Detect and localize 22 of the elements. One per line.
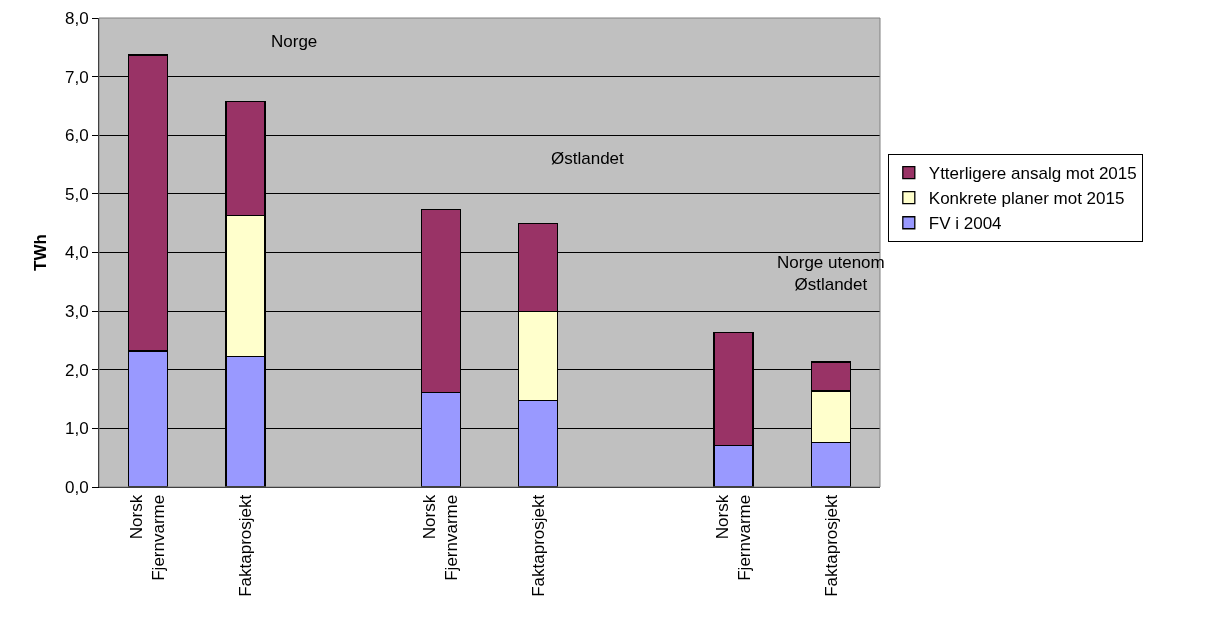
annotation: Norge utenom Østlandet xyxy=(777,253,885,295)
y-tick-label: 6,0 xyxy=(64,126,89,146)
annotation: Norge xyxy=(271,32,318,51)
x-tick-label: Faktaprosjekt xyxy=(235,494,255,597)
x-tick-label: Faktaprosjekt xyxy=(821,494,841,597)
x-tick-label: Norsk Fjernvarme xyxy=(420,494,462,581)
legend-label: Ytterligere ansalg mot 2015 xyxy=(928,164,1137,184)
annotation: Østlandet xyxy=(551,149,625,168)
y-tick-label: 8,0 xyxy=(64,8,89,28)
legend-label: Konkrete planer mot 2015 xyxy=(928,189,1125,209)
x-tick-label: Norsk Fjernvarme xyxy=(713,494,755,581)
y-tick-label: 5,0 xyxy=(64,184,89,204)
legend-label: FV i 2004 xyxy=(928,214,1002,234)
y-tick-label: 2,0 xyxy=(64,360,89,380)
y-tick-label: 3,0 xyxy=(64,302,89,322)
y-tick-label: 1,0 xyxy=(64,419,89,439)
x-tick-label: Faktaprosjekt xyxy=(528,494,548,597)
y-tick-label: 0,0 xyxy=(64,477,89,497)
y-tick-label: 4,0 xyxy=(64,243,89,263)
y-axis-title: TWh xyxy=(30,234,50,271)
y-tick-label: 7,0 xyxy=(64,67,89,87)
x-tick-label: Norsk Fjernvarme xyxy=(127,494,169,581)
